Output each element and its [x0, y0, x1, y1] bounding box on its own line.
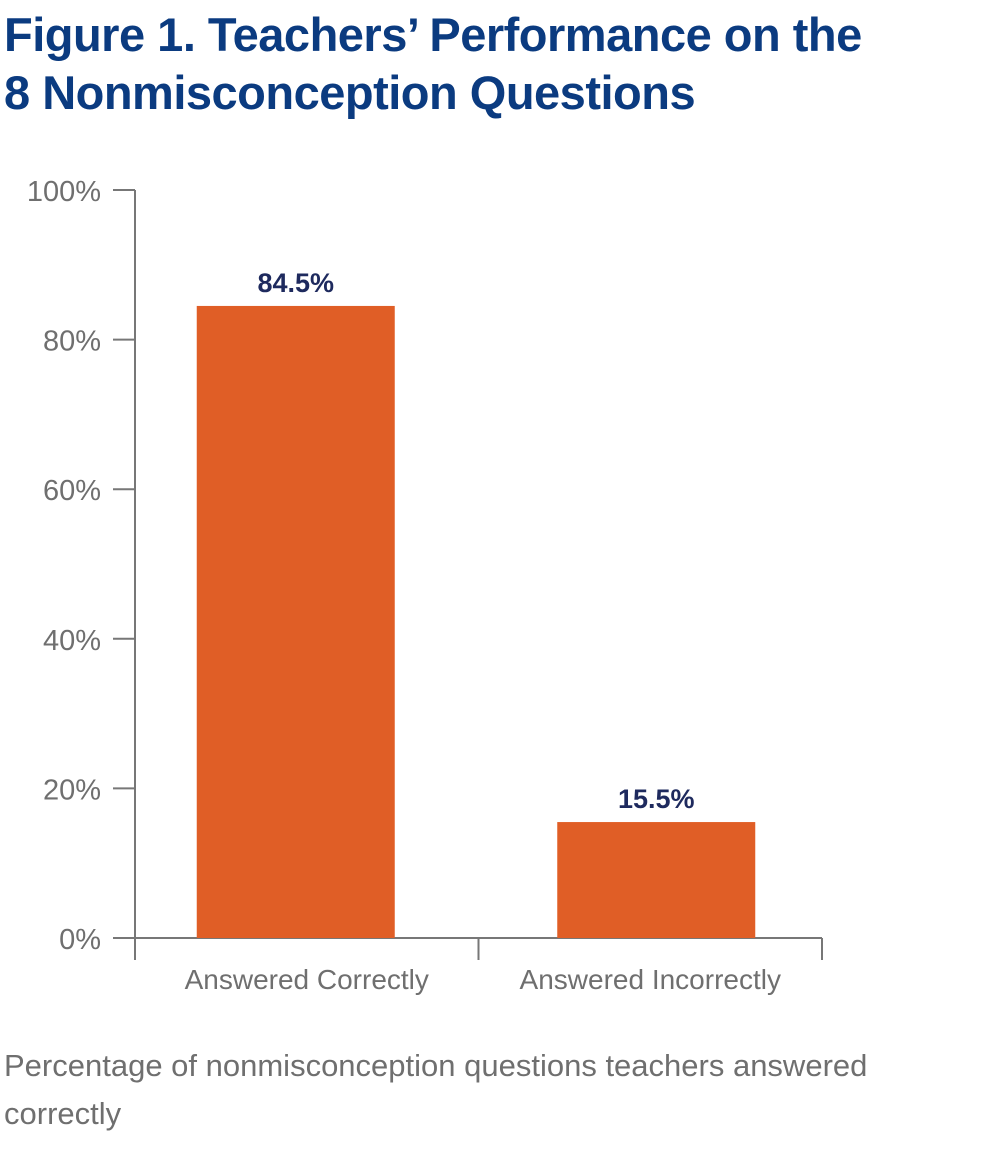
y-tick-label: 100%: [27, 176, 101, 208]
chart-caption: Percentage of nonmisconception questions…: [4, 1048, 868, 1131]
x-category-label: Answered Correctly: [185, 964, 429, 995]
bar-chart: 0% 20% 40% 60% 80% 100% 84.5% Answered Correctl…: [27, 176, 823, 995]
y-tick-label: 0%: [59, 924, 101, 956]
bar-data-label: 15.5%: [618, 784, 695, 814]
x-category-label: Answered Incorrectly: [520, 964, 781, 995]
bar-data-label: 84.5%: [257, 268, 334, 298]
chart-title-line-2: 8 Nonmisconception Questions: [4, 66, 696, 119]
y-tick-label: 40%: [43, 625, 101, 657]
y-tick-label: 80%: [43, 326, 101, 358]
bar-answered-correctly: [196, 305, 395, 938]
y-tick-label: 60%: [43, 475, 101, 507]
chart-title-line-1: Figure 1. Teachers’ Performance on the: [4, 8, 862, 61]
y-tick-label: 20%: [43, 774, 101, 806]
chart-title: Figure 1. Teachers’ Performance on the 8…: [4, 6, 979, 122]
bar-answered-incorrectly: [557, 822, 756, 938]
